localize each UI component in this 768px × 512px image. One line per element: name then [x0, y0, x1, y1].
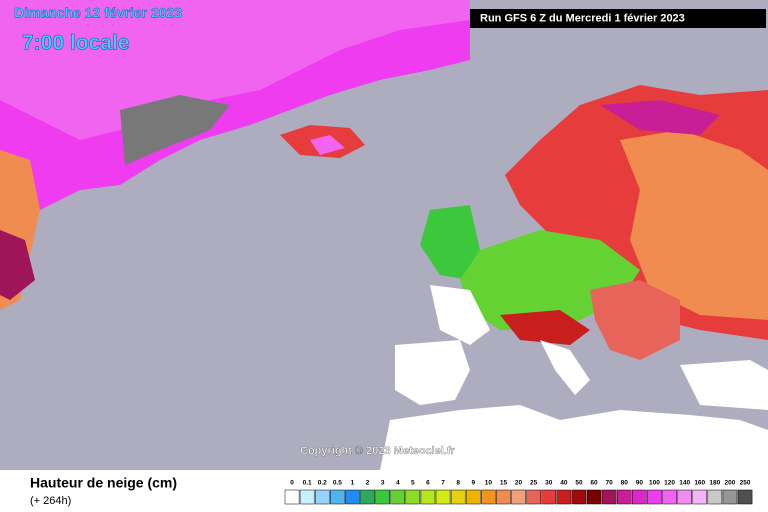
legend-label: 9 [471, 480, 475, 487]
france-west [430, 285, 490, 345]
date-label: Dimanche 12 février 2023 [14, 5, 182, 21]
legend-swatch [541, 489, 557, 505]
legend: 0 0.1 0.2 0.5 1 2 3 4 5 6 7 8 9 10 15 20 25 30 40 50 60 70 80 9… [284, 480, 753, 505]
legend-swatch [601, 489, 617, 505]
alps [500, 310, 590, 345]
run-label: Run GFS 6 Z du Mercredi 1 février 2023 [480, 12, 685, 24]
lapland [600, 100, 720, 135]
legend-label: 30 [545, 480, 553, 487]
legend-swatch [405, 489, 421, 505]
north-africa [380, 405, 768, 470]
legend-swatch [465, 489, 481, 505]
legend-label: 20 [515, 480, 523, 487]
legend-label: 8 [456, 480, 460, 487]
legend-swatch [647, 489, 662, 505]
legend-label: 80 [621, 480, 629, 487]
greenland-core [0, 0, 470, 140]
iceland-core [310, 135, 345, 155]
legend-swatch [390, 489, 406, 505]
legend-label: 160 [694, 480, 705, 487]
legend-label: 50 [575, 480, 583, 487]
british-isles [420, 205, 480, 280]
legend-label: 7 [441, 480, 445, 487]
legend-swatch [632, 489, 647, 505]
legend-swatch [677, 489, 692, 505]
variable-label: Hauteur de neige (cm) [30, 475, 177, 491]
legend-swatch [737, 489, 753, 505]
legend-swatch [692, 489, 708, 505]
turkey [680, 360, 768, 410]
legend-swatch [345, 489, 360, 505]
labrador-core [0, 230, 35, 300]
legend-swatch [511, 489, 526, 505]
legend-label: 90 [636, 480, 644, 487]
legend-label: 2 [366, 480, 370, 487]
legend-swatch [722, 489, 738, 505]
legend-swatch [496, 489, 511, 505]
legend-swatch [435, 489, 451, 505]
legend-swatch [360, 489, 375, 505]
legend-swatch [556, 489, 572, 505]
legend-swatch [707, 489, 723, 505]
legend-swatch [450, 489, 466, 505]
legend-swatch [420, 489, 436, 505]
time-label: 7:00 locale [22, 32, 129, 55]
iberia [395, 340, 470, 405]
legend-swatch [662, 489, 677, 505]
legend-label: 4 [396, 480, 400, 487]
legend-label: 100 [649, 480, 660, 487]
legend-swatch [299, 489, 315, 505]
legend-label: 0.2 [318, 480, 327, 487]
legend-label: 180 [709, 480, 720, 487]
legend-label: 3 [381, 480, 385, 487]
legend-swatch [284, 489, 300, 505]
legend-label: 15 [500, 480, 508, 487]
legend-swatch [526, 489, 541, 505]
copyright: Copyright © 2023 Meteociel.fr [300, 445, 456, 457]
legend-label: 200 [725, 480, 736, 487]
run-box [470, 9, 766, 28]
legend-label: 0.5 [333, 480, 342, 487]
legend-label: 1 [351, 480, 355, 487]
balkans [590, 280, 680, 360]
legend-swatch [481, 489, 496, 505]
greenland-dark [120, 95, 230, 165]
legend-label: 140 [679, 480, 690, 487]
lead-label: (+ 264h) [30, 495, 71, 507]
italy [540, 340, 590, 395]
legend-label: 70 [606, 480, 614, 487]
legend-label: 25 [530, 480, 538, 487]
legend-swatch [330, 489, 345, 505]
legend-swatch [586, 489, 602, 505]
legend-label: 0 [290, 480, 294, 487]
legend-label: 60 [590, 480, 598, 487]
legend-swatch [571, 489, 587, 505]
legend-label: 120 [664, 480, 675, 487]
legend-label: 6 [426, 480, 430, 487]
legend-label: 10 [485, 480, 493, 487]
legend-swatch [375, 489, 390, 505]
legend-label: 40 [560, 480, 568, 487]
legend-swatch [616, 489, 632, 505]
legend-label: 5 [411, 480, 415, 487]
russia [620, 130, 768, 320]
legend-label: 0.1 [303, 480, 312, 487]
legend-swatch [314, 489, 330, 505]
legend-label: 250 [740, 480, 751, 487]
